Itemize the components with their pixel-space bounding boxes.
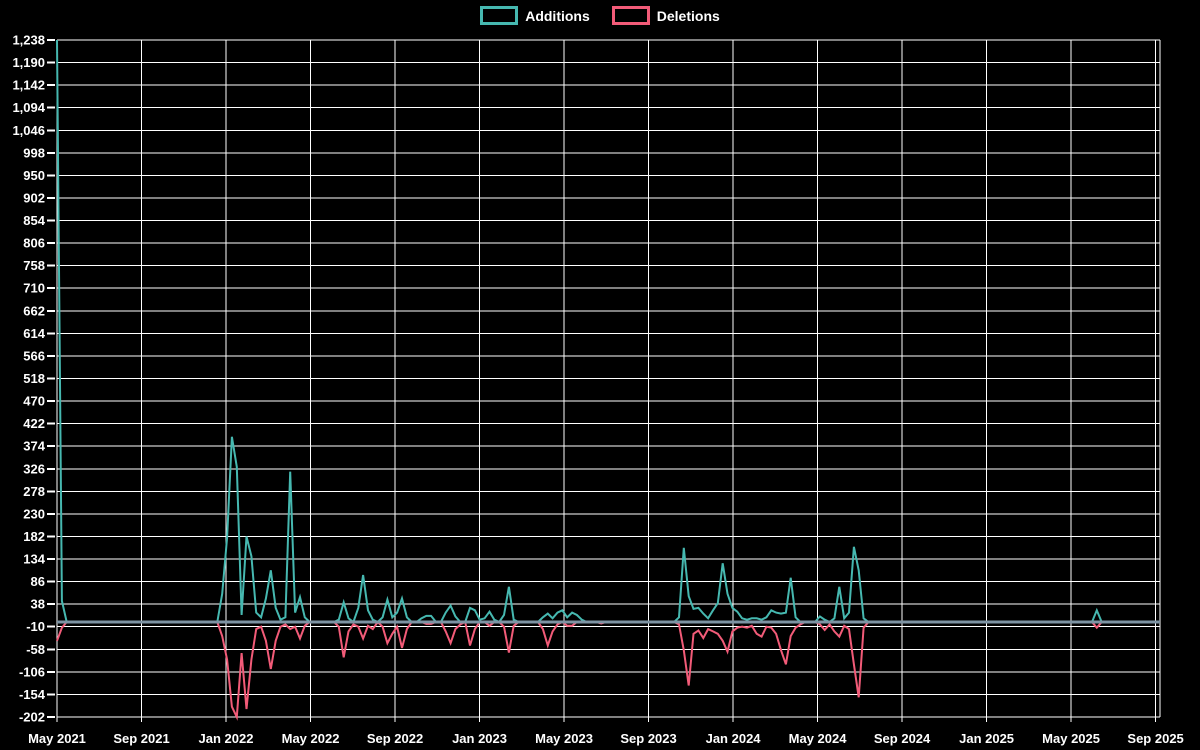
y-tick-label: 1,094 (12, 100, 45, 115)
y-tick-label: 614 (23, 326, 45, 341)
legend-label-additions: Additions (525, 7, 590, 24)
y-tick-label: 662 (23, 303, 45, 318)
y-tick-label: 134 (23, 552, 45, 567)
x-tick-label: Jan 2025 (959, 731, 1014, 746)
y-tick-label: 230 (23, 506, 45, 521)
y-tick-label: 1,190 (12, 55, 45, 70)
series-line-additions (56, 39, 1160, 624)
y-tick-label: 1,238 (12, 33, 45, 48)
x-tick-label: Sep 2024 (874, 731, 931, 746)
y-tick-label: 38 (31, 597, 45, 612)
y-tick-label: 278 (23, 484, 45, 499)
legend-item-deletions[interactable]: Deletions (611, 6, 720, 25)
x-tick-label: May 2024 (789, 731, 848, 746)
y-tick-label: 1,142 (12, 78, 45, 93)
chart-legend: Additions Deletions (0, 6, 1200, 25)
x-tick-label: Jan 2023 (452, 731, 507, 746)
y-tick-label: 86 (31, 574, 45, 589)
y-tick-label: 374 (23, 439, 45, 454)
legend-label-deletions: Deletions (656, 7, 720, 24)
y-tick-label: 758 (23, 258, 45, 273)
y-tick-label: -10 (26, 619, 45, 634)
y-tick-label: 710 (23, 281, 45, 296)
y-tick-label: 566 (23, 348, 45, 363)
x-tick-label: May 2021 (28, 731, 86, 746)
x-tick-label: Jan 2024 (706, 731, 762, 746)
x-tick-label: May 2022 (282, 731, 340, 746)
y-tick-label: 902 (23, 190, 45, 205)
deletions-swatch-icon (611, 6, 650, 25)
y-tick-label: 854 (23, 213, 45, 228)
y-tick-label: 998 (23, 145, 45, 160)
y-tick-label: 326 (23, 461, 45, 476)
y-tick-label: -106 (19, 664, 45, 679)
x-tick-label: Sep 2023 (620, 731, 676, 746)
y-tick-label: -154 (19, 687, 46, 702)
x-tick-label: May 2025 (1042, 731, 1100, 746)
x-tick-label: May 2023 (535, 731, 593, 746)
y-tick-label: -58 (26, 642, 45, 657)
series-line-deletions (56, 620, 1160, 721)
y-tick-label: 806 (23, 236, 45, 251)
y-tick-label: 182 (23, 529, 45, 544)
legend-item-additions[interactable]: Additions (480, 6, 590, 25)
x-tick-label: Sep 2021 (113, 731, 169, 746)
y-tick-label: 470 (23, 394, 45, 409)
y-tick-label: 518 (23, 371, 45, 386)
y-tick-label: 950 (23, 168, 45, 183)
x-tick-label: Sep 2025 (1127, 731, 1183, 746)
additions-swatch-icon (480, 6, 519, 25)
y-tick-label: -202 (19, 710, 45, 725)
y-tick-label: 422 (23, 416, 45, 431)
x-tick-label: Sep 2022 (367, 731, 423, 746)
y-tick-label: 1,046 (12, 123, 45, 138)
x-tick-label: Jan 2022 (199, 731, 254, 746)
